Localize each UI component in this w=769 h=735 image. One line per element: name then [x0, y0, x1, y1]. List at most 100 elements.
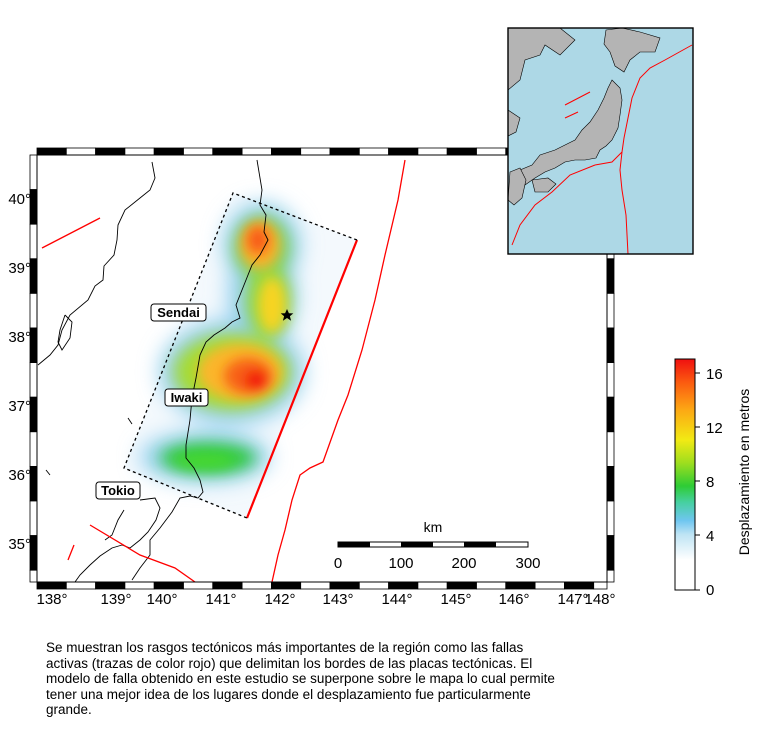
city-label-tokio: Tokio [95, 481, 141, 500]
trench-trace [245, 239, 359, 519]
colorbar-tick-label: 0 [706, 582, 714, 599]
colorbar-tick-labels: 0 4 8 12 16 [706, 366, 723, 599]
frame-segment [65, 147, 97, 156]
lon-tick-label: 140° [146, 591, 177, 608]
scale-bar: km 0 100 200 300 [334, 519, 541, 572]
epicenter-star-icon [280, 309, 294, 321]
frame-segment [29, 396, 38, 433]
inset-hokkaido [603, 28, 661, 73]
frame-segment [388, 147, 419, 156]
map-frame [29, 147, 615, 590]
frame-segment [358, 581, 389, 590]
frame-segment [95, 147, 126, 156]
frame-segment [476, 581, 507, 590]
frame-segment [36, 581, 67, 590]
inset-honshu [511, 79, 623, 189]
colorbar-tick-label: 16 [706, 366, 723, 383]
colorbar-tick-label: 4 [706, 528, 714, 545]
frame-segment [29, 535, 38, 571]
lon-tick-label: 144° [381, 591, 412, 608]
inset-fault-traces [511, 44, 693, 254]
frame-segment [606, 292, 615, 329]
frame-segment [65, 581, 97, 590]
inset-kyushu [508, 167, 527, 206]
lat-tick-label: 35° [8, 536, 31, 553]
frame-segment [606, 569, 615, 583]
lon-tick-label: 148° [584, 591, 615, 608]
frame-segment [606, 465, 615, 502]
inset-map [507, 27, 694, 255]
frame-segment [29, 500, 38, 536]
svg-text:200: 200 [451, 555, 476, 572]
frame-segment [241, 147, 272, 156]
frame-segment [29, 292, 38, 329]
colorbar-label: Desplazamiento en metros [736, 389, 752, 556]
frame-segment [29, 223, 38, 260]
frame-segment [329, 147, 360, 156]
frame-segment [505, 581, 536, 590]
lon-tick-label: 138° [36, 591, 67, 608]
frame-segment [124, 581, 155, 590]
frame-segment [564, 581, 595, 590]
lon-tick-labels: 138° 139° 140° 141° 142° 143° 144° 145° … [36, 591, 615, 608]
frame-segment [36, 147, 67, 156]
frame-segment [446, 581, 477, 590]
caption-line: modelo de falla obtenido en este estudio… [46, 671, 555, 686]
frame-segment [606, 258, 615, 294]
svg-text:Tokio: Tokio [101, 483, 135, 498]
frame-segment [29, 465, 38, 502]
city-label-iwaki: Iwaki [164, 388, 209, 407]
colorbar: 0 4 8 12 16 Desplazamiento en metros [674, 358, 752, 599]
frame-segment [29, 154, 38, 190]
coastlines [37, 159, 269, 582]
svg-text:Sendai: Sendai [157, 305, 200, 320]
lat-tick-label: 36° [8, 467, 31, 484]
colorbar-tick-label: 8 [706, 474, 714, 491]
city-label-sendai: Sendai [150, 303, 207, 322]
frame-segment [124, 147, 155, 156]
inset-shikoku [531, 177, 557, 193]
lon-tick-label: 142° [264, 591, 295, 608]
svg-text:Iwaki: Iwaki [171, 390, 203, 405]
frame-segment [300, 147, 331, 156]
frame-segment [29, 189, 38, 225]
frame-segment [446, 147, 477, 156]
frame-segment [212, 581, 243, 590]
lon-tick-label: 145° [440, 591, 471, 608]
frame-segment [183, 581, 214, 590]
lon-tick-label: 147° [557, 591, 588, 608]
frame-segment [270, 581, 302, 590]
lon-tick-label: 143° [322, 591, 353, 608]
frame-segment [29, 258, 38, 294]
frame-segment [606, 431, 615, 467]
caption-line: activas (trazas de color rojo) que delim… [46, 655, 533, 671]
frame-segment [606, 535, 615, 571]
inset-korea [508, 109, 521, 137]
caption-line: tener una mejor idea de los lugares dond… [46, 686, 531, 702]
frame-segment [212, 147, 243, 156]
caption-line: grande. [46, 702, 92, 717]
frame-segment [417, 147, 448, 156]
frame-segment [358, 147, 389, 156]
svg-text:300: 300 [515, 555, 540, 572]
frame-segment [29, 569, 38, 583]
frame-segment [29, 431, 38, 467]
svg-text:km: km [424, 519, 443, 535]
lon-tick-label: 141° [205, 591, 236, 608]
frame-segment [606, 500, 615, 536]
lon-tick-label: 139° [100, 591, 131, 608]
lat-tick-label: 37° [8, 398, 31, 415]
colorbar-ticks [695, 372, 700, 591]
frame-segment [417, 581, 448, 590]
frame-segment [241, 581, 272, 590]
colorbar-gradient [674, 358, 696, 591]
lat-tick-labels: 35° 36° 37° 38° 39° 40° [8, 191, 31, 553]
inset-frame [507, 27, 694, 255]
frame-inner-border [36, 154, 608, 583]
figure-caption: Se muestran los rasgos tectónicos más im… [46, 640, 686, 718]
fault-traces [41, 159, 406, 582]
frame-segment [29, 362, 38, 398]
frame-segment [534, 581, 565, 590]
inset-mainland [508, 28, 576, 91]
frame-segment [153, 147, 184, 156]
